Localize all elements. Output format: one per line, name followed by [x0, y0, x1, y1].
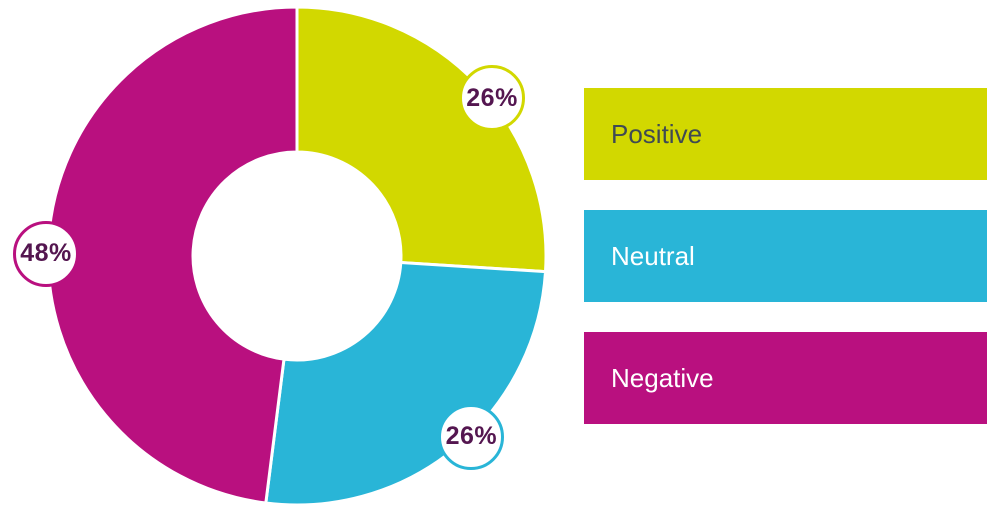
legend-item-negative: Negative: [584, 332, 987, 424]
legend-label: Negative: [611, 362, 714, 393]
value-badge-negative: 48%: [13, 220, 79, 287]
legend-item-neutral: Neutral: [584, 210, 987, 302]
legend-item-positive: Positive: [584, 88, 987, 180]
badge-value-label: 26%: [445, 422, 498, 451]
legend-label: Positive: [611, 118, 703, 149]
legend: Positive Neutral Negative: [584, 88, 987, 424]
donut-chart: [46, 5, 548, 507]
value-badge-positive: 26%: [459, 65, 526, 132]
donut-slice-positive: [295, 5, 548, 274]
legend-label: Neutral: [611, 240, 695, 271]
donut-slice-negative: [46, 5, 299, 505]
badge-value-label: 26%: [466, 83, 518, 112]
donut-slice-neutral: [264, 260, 548, 507]
value-badge-neutral: 26%: [438, 403, 505, 470]
badge-value-label: 48%: [20, 239, 72, 268]
